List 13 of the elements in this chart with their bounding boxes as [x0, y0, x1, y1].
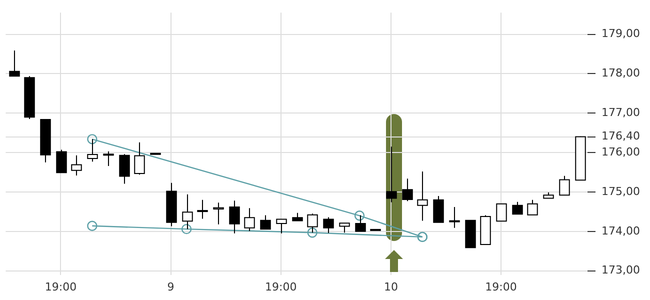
y-tick-label: 173,00 [602, 264, 640, 277]
x-tick-label: 19:00 [265, 280, 297, 294]
y-tick-label: 176,40 [602, 130, 640, 143]
x-tick-label: 10 [384, 280, 398, 294]
y-tick-label: 175,00 [602, 184, 640, 198]
x-tick-label: 19:00 [44, 280, 77, 294]
x-tick-label: 9 [167, 280, 174, 294]
y-tick-label: 176,00 [602, 145, 640, 158]
y-tick-label: 178,00 [602, 66, 640, 80]
y-tick-label: 179,00 [602, 27, 640, 40]
y-tick-label: 174,00 [602, 224, 640, 238]
x-tick-label: 19:00 [485, 280, 517, 294]
y-tick-label: 177,00 [602, 106, 640, 119]
